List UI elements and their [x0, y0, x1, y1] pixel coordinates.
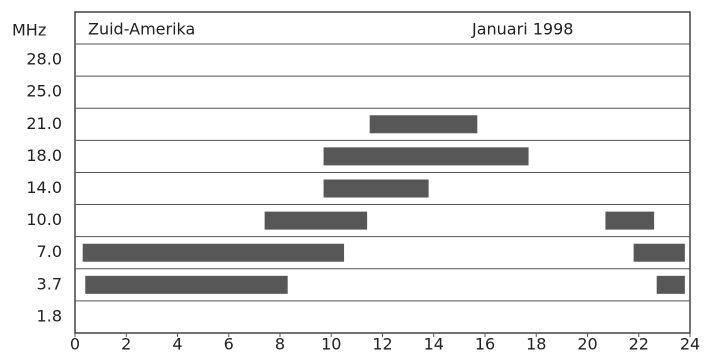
y-tick-label: 1.8 — [37, 306, 62, 325]
y-tick-label: 7.0 — [37, 242, 62, 261]
band-bar — [323, 179, 429, 198]
x-tick-label: 2 — [121, 335, 131, 354]
x-tick-label: 24 — [680, 335, 700, 354]
x-tick-label: 6 — [224, 335, 234, 354]
x-tick-label: 12 — [372, 335, 392, 354]
band-bar — [85, 275, 288, 294]
y-tick-label: 3.7 — [37, 274, 62, 293]
x-tick-label: 8 — [275, 335, 285, 354]
band-bar — [605, 211, 655, 230]
x-tick-label: 10 — [321, 335, 341, 354]
y-tick-label: 25.0 — [26, 82, 62, 101]
x-tick-label: 0 — [70, 335, 80, 354]
band-bar — [323, 147, 529, 166]
band-bar — [656, 275, 685, 294]
x-tick-label: 16 — [475, 335, 495, 354]
y-axis-label: MHz — [12, 21, 46, 40]
x-tick-label: 20 — [577, 335, 597, 354]
band-bar — [82, 243, 345, 262]
band-bar — [369, 115, 478, 134]
x-tick-label: 4 — [172, 335, 182, 354]
x-tick-label: 18 — [526, 335, 546, 354]
y-tick-label: 10.0 — [26, 210, 62, 229]
y-tick-label: 21.0 — [26, 114, 62, 133]
band-bar — [633, 243, 685, 262]
y-tick-label: 18.0 — [26, 146, 62, 165]
x-tick-label: 14 — [424, 335, 444, 354]
x-tick-label: 22 — [629, 335, 649, 354]
y-tick-label: 28.0 — [26, 50, 62, 69]
band-bar — [264, 211, 368, 230]
chart-title: Zuid-Amerika — [88, 20, 195, 39]
chart-subtitle: Januari 1998 — [471, 20, 573, 39]
y-tick-label: 14.0 — [26, 178, 62, 197]
